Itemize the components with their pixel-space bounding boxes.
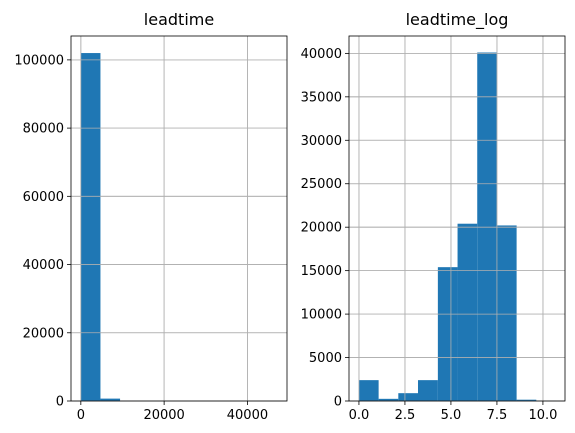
x-tick-label: 5.0 [441,408,462,423]
histogram-bar [417,380,438,401]
x-tick-label: 0 [77,408,85,423]
y-tick-label: 25000 [301,177,342,192]
x-tick-label: 0.0 [349,408,370,423]
axes-frame [348,35,566,402]
x-tick-label: 10.0 [528,408,557,423]
y-tick-label: 5000 [309,351,342,366]
y-tick-label: 60000 [23,190,64,205]
y-tick-label: 15000 [301,264,342,279]
histogram-leadtime-log: leadtime_log 0.0 2.5 5.0 7.5 10.0 0 5000 10000 1… [301,10,566,423]
chart-title: leadtime_log [406,10,509,30]
histogram-bar [358,380,379,401]
y-tick-label: 80000 [23,122,64,137]
x-tick-label: 20000 [143,408,184,423]
histogram-leadtime: leadtime 0 20000 40000 0 20000 40000 60000 8000… [14,10,288,423]
y-tick-label: 40000 [23,258,64,273]
histogram-bar [378,398,399,401]
x-tick-label: 2.5 [395,408,416,423]
y-tick-label: 0 [56,395,64,410]
histogram-bar [477,52,497,402]
y-tick-label: 100000 [14,53,64,68]
histogram-bar [398,393,418,401]
y-tick-label: 10000 [301,308,342,323]
histogram-bar [496,225,517,401]
y-tick-label: 20000 [301,221,342,236]
histogram-bar [437,267,458,401]
y-tick-label: 30000 [301,134,342,149]
chart-title: leadtime [144,10,214,29]
y-tick-label: 35000 [301,90,342,105]
histogram-bar [457,223,478,401]
y-tick-label: 0 [334,395,342,410]
histogram-bar [80,53,101,401]
x-tick-label: 7.5 [487,408,508,423]
histogram-bar [100,398,121,401]
y-tick-label: 20000 [23,326,64,341]
x-tick-label: 40000 [227,408,268,423]
histogram-bar [516,399,537,401]
axes-frame [70,35,288,402]
y-tick-label: 40000 [301,47,342,62]
